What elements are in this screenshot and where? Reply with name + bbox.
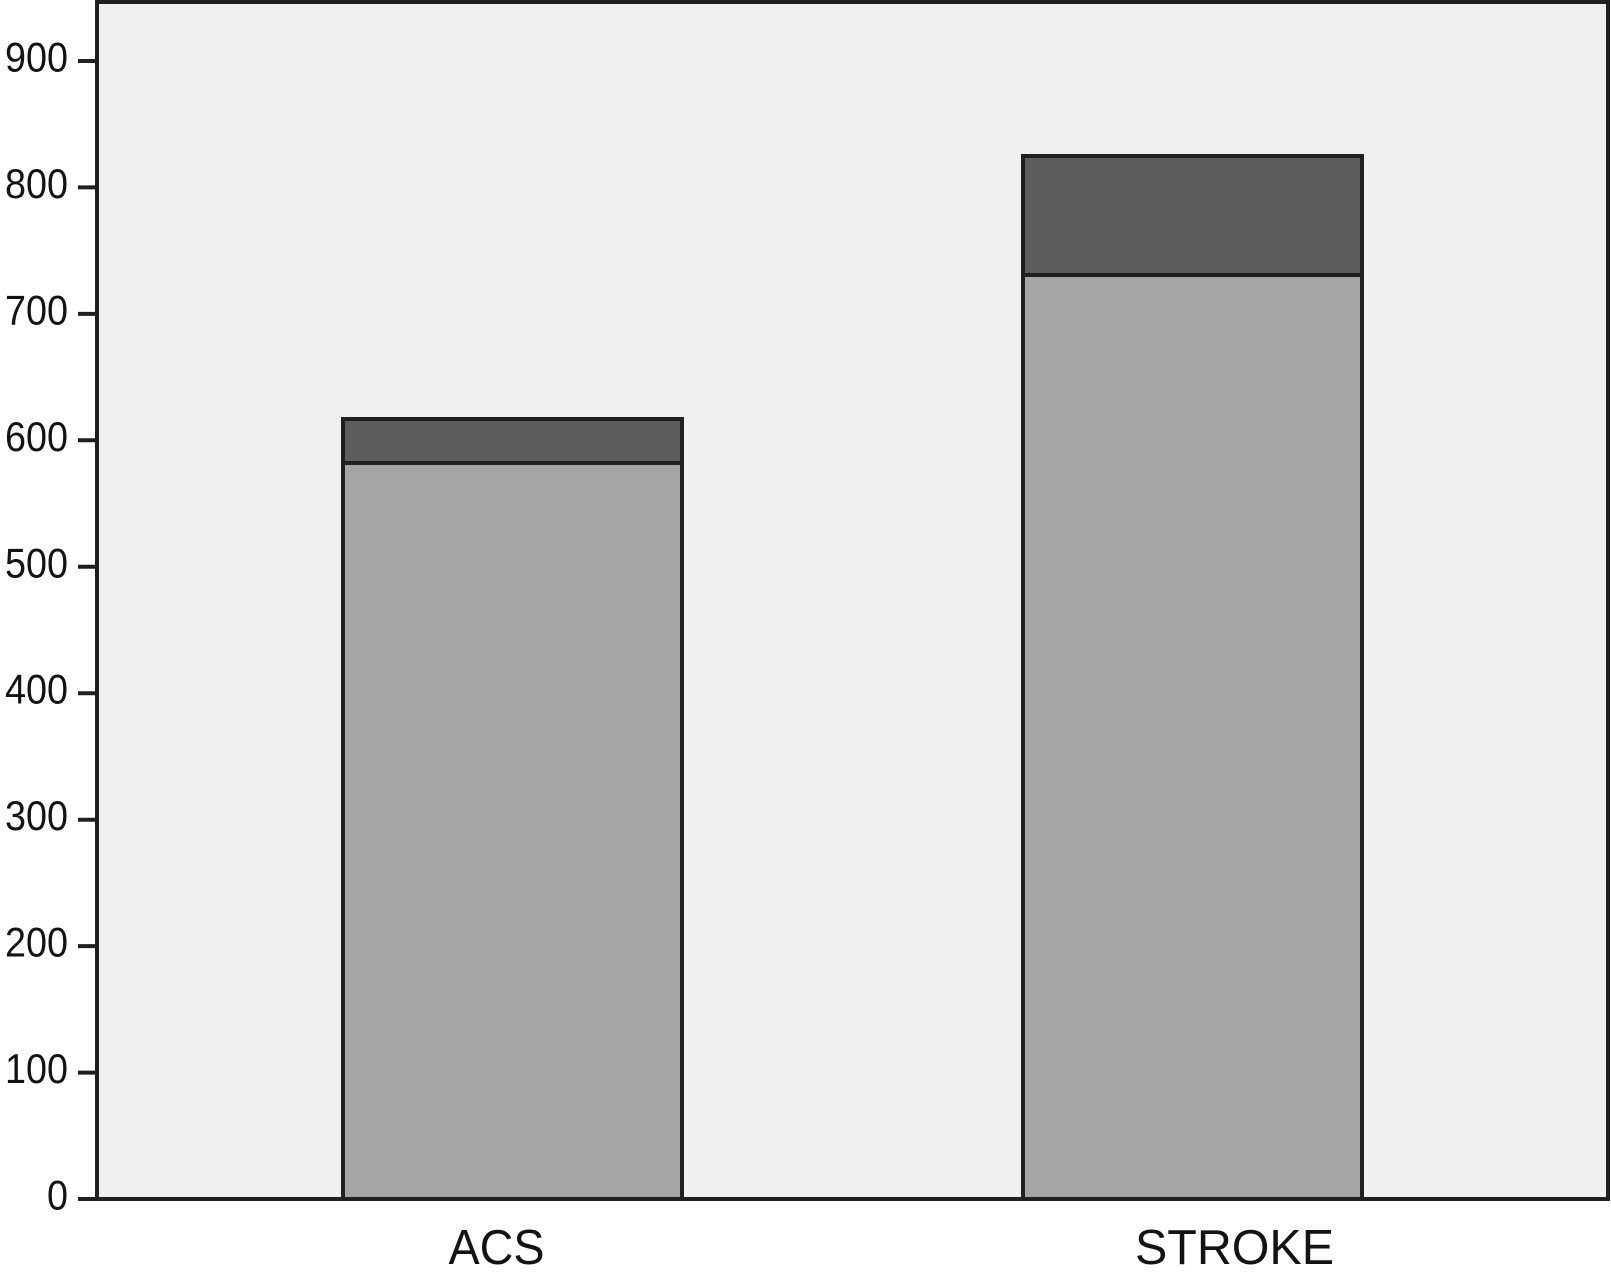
svg-text:700: 700 (5, 286, 68, 333)
svg-text:500: 500 (5, 539, 68, 586)
svg-text:100: 100 (5, 1045, 68, 1092)
svg-text:300: 300 (5, 792, 68, 839)
svg-text:600: 600 (5, 413, 68, 460)
svg-text:800: 800 (5, 160, 68, 207)
svg-text:0: 0 (47, 1172, 68, 1219)
svg-text:ACS: ACS (449, 1221, 545, 1275)
svg-text:400: 400 (5, 666, 68, 713)
svg-text:200: 200 (5, 919, 68, 966)
svg-text:STROKE: STROKE (1135, 1221, 1334, 1275)
svg-text:900: 900 (5, 34, 68, 81)
